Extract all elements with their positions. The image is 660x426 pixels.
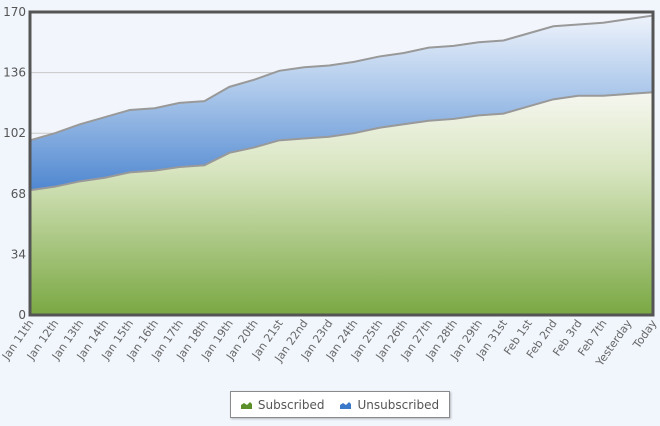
- legend-label: Subscribed: [257, 397, 325, 412]
- total-line: [29, 14, 654, 142]
- legend-item-subscribed[interactable]: Subscribed: [240, 397, 325, 412]
- y-tick-label: 68: [11, 187, 26, 201]
- area-chart-icon: [240, 401, 252, 409]
- y-tick-label: 0: [18, 308, 26, 322]
- legend: Subscribed Unsubscribed: [230, 391, 450, 418]
- y-tick-label: 136: [3, 66, 26, 80]
- unsubscribed-area[interactable]: [30, 15, 653, 191]
- y-axis: 0 34 68 102 136 170: [3, 5, 26, 322]
- plot-border: [28, 10, 655, 317]
- area-chart-icon: [340, 401, 352, 409]
- legend-item-unsubscribed[interactable]: Unsubscribed: [340, 398, 439, 412]
- subscribed-line: [29, 91, 654, 192]
- legend-label: Unsubscribed: [357, 397, 440, 412]
- y-tick-label: 102: [3, 126, 26, 140]
- x-tick-label: Today: [630, 317, 660, 352]
- y-tick-label: 34: [11, 247, 26, 261]
- y-tick-label: 170: [3, 5, 26, 19]
- subscribed-area[interactable]: [30, 92, 653, 316]
